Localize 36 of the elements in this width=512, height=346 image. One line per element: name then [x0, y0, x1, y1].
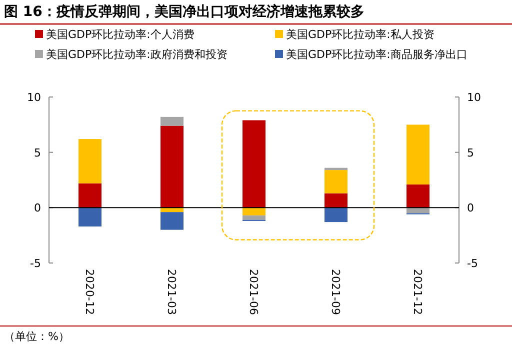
x-tick-label: 2021-06: [247, 269, 260, 315]
bar: [406, 124, 430, 184]
bar: [324, 170, 348, 194]
y-tick-label: 10: [27, 91, 41, 104]
y2-tick-label: -5: [467, 257, 478, 270]
bar: [160, 208, 184, 212]
bar: [78, 183, 102, 208]
chart-title: 图 16：疫情反弹期间，美国净出口项对经济增速拖累较多: [4, 3, 364, 20]
legend-label: 美国GDP环比拉动率:个人消费: [46, 28, 194, 41]
bar: [324, 193, 348, 208]
bar: [160, 212, 184, 230]
legend-label: 美国GDP环比拉动率:私人投资: [286, 28, 434, 41]
bar: [406, 208, 430, 214]
text: （单位：%）: [4, 330, 70, 343]
y-tick-label: -5: [30, 257, 41, 270]
x-tick-label: 2021-09: [329, 269, 342, 315]
x-tick-label: 2021-03: [165, 269, 178, 315]
x-tick-label: 2021-12: [411, 269, 424, 315]
y-tick-label: 0: [34, 202, 41, 215]
bar: [242, 208, 266, 216]
legend-label: 美国GDP环比拉动率:商品服务净出口: [286, 48, 468, 61]
bar: [78, 208, 102, 226]
x-tick-label: 2020-12: [83, 269, 96, 315]
legend-label: 美国GDP环比拉动率:政府消费和投资: [46, 48, 228, 61]
bar: [324, 208, 348, 222]
bar: [242, 215, 266, 220]
y-tick-label: 5: [34, 146, 41, 160]
bar: [406, 184, 430, 208]
y2-tick-label: 5: [467, 146, 474, 160]
y2-tick-label: 0: [467, 202, 474, 215]
y2-tick-label: 10: [467, 91, 481, 104]
bar: [160, 116, 184, 126]
bar: [324, 168, 348, 170]
bar: [242, 120, 266, 208]
bar: [160, 126, 184, 208]
bar: [78, 139, 102, 184]
